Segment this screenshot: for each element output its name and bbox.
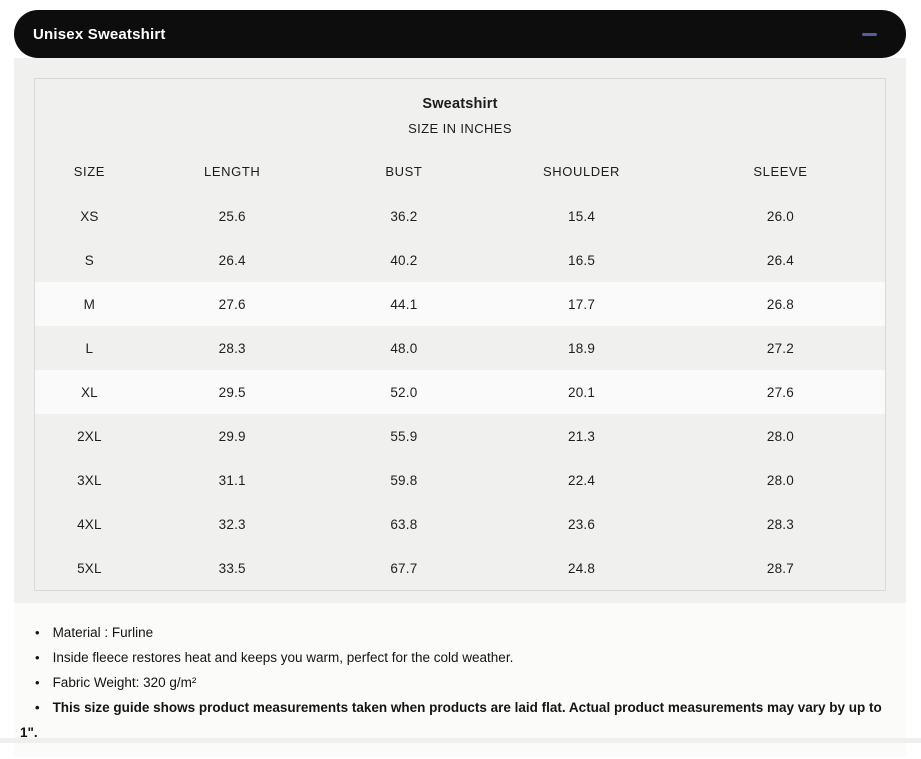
size-chart-header-row: SIZE LENGTH BUST SHOULDER SLEEVE xyxy=(35,149,885,194)
list-item: • This size guide shows product measureme… xyxy=(20,695,886,745)
note-text: This size guide shows product measuremen… xyxy=(20,700,882,740)
measurement-cell: 40.2 xyxy=(390,252,418,268)
panel-bottom-divider xyxy=(0,738,921,743)
measurement-cell: 17.7 xyxy=(567,296,596,312)
measurement-cell: 27.6 xyxy=(766,384,794,400)
table-row: L 28.3 48.0 18.9 27.2 xyxy=(35,326,885,370)
size-chart-section: Sweatshirt SIZE IN INCHES SIZE LENGTH BUST… xyxy=(14,58,906,603)
list-item: • Material : Furline xyxy=(20,620,886,645)
table-row: 5XL 33.5 67.7 24.8 28.7 xyxy=(35,546,885,590)
size-cell: L xyxy=(85,340,94,356)
size-cell: S xyxy=(84,252,94,268)
measurement-cell: 20.1 xyxy=(567,384,596,400)
note-text: Material : Furline xyxy=(52,625,154,640)
measurement-cell: 48.0 xyxy=(390,340,418,356)
column-header-length: LENGTH xyxy=(204,164,261,179)
bullet-icon: • xyxy=(35,625,40,640)
minus-icon xyxy=(861,32,877,36)
table-row: M 27.6 44.1 17.7 26.8 xyxy=(35,282,885,326)
size-cell: 5XL xyxy=(77,560,102,576)
note-text: Inside fleece restores heat and keeps yo… xyxy=(52,650,514,665)
list-item: • Inside fleece restores heat and keeps y… xyxy=(20,645,886,670)
measurement-cell: 55.9 xyxy=(390,428,418,444)
measurement-cell: 63.8 xyxy=(390,516,418,532)
measurement-cell: 18.9 xyxy=(567,340,596,356)
product-notes-list: • Material : Furline • Inside fleece restor… xyxy=(20,620,886,745)
column-header-size: SIZE xyxy=(73,164,106,179)
measurement-cell: 26.0 xyxy=(766,208,794,224)
measurement-cell: 23.6 xyxy=(567,516,596,532)
measurement-cell: 32.3 xyxy=(218,516,246,532)
measurement-cell: 27.6 xyxy=(218,296,246,312)
accordion-title: Unisex Sweatshirt xyxy=(33,25,166,43)
size-cell: XS xyxy=(80,208,99,224)
table-row: S 26.4 40.2 16.5 26.4 xyxy=(35,238,885,282)
note-text: Fabric Weight: 320 g/m² xyxy=(52,675,197,690)
measurement-cell: 28.7 xyxy=(766,560,794,576)
column-header-shoulder: SHOULDER xyxy=(543,164,621,179)
measurement-cell: 29.5 xyxy=(218,384,246,400)
size-chart-table: SIZE LENGTH BUST SHOULDER SLEEVE XS 25.6 36.2 1… xyxy=(35,149,885,590)
table-row: 3XL 31.1 59.8 22.4 28.0 xyxy=(35,458,885,502)
measurement-cell: 21.3 xyxy=(567,428,596,444)
product-notes-section: • Material : Furline • Inside fleece restor… xyxy=(14,603,906,757)
size-chart-caption: Sweatshirt SIZE IN INCHES xyxy=(35,79,885,149)
measurement-cell: 26.4 xyxy=(766,252,794,268)
size-cell: XL xyxy=(80,384,98,400)
measurement-cell: 33.5 xyxy=(218,560,246,576)
measurement-cell: 27.2 xyxy=(766,340,794,356)
collapse-button[interactable] xyxy=(859,24,879,44)
measurement-cell: 26.8 xyxy=(766,296,794,312)
size-cell: M xyxy=(83,296,96,312)
table-row: 4XL 32.3 63.8 23.6 28.3 xyxy=(35,502,885,546)
column-header-sleeve: SLEEVE xyxy=(753,164,808,179)
list-item: • Fabric Weight: 320 g/m² xyxy=(20,670,886,695)
size-guide-accordion: Unisex Sweatshirt Sweatshirt SIZE IN INC… xyxy=(14,10,906,757)
size-chart-subtitle: SIZE IN INCHES xyxy=(408,121,512,136)
measurement-cell: 29.9 xyxy=(218,428,246,444)
measurement-cell: 28.0 xyxy=(766,472,794,488)
bullet-icon: • xyxy=(35,700,40,715)
bullet-icon: • xyxy=(35,675,40,690)
accordion-header-bar[interactable]: Unisex Sweatshirt xyxy=(14,10,906,58)
measurement-cell: 26.4 xyxy=(218,252,246,268)
table-row: 2XL 29.9 55.9 21.3 28.0 xyxy=(35,414,885,458)
bullet-icon: • xyxy=(35,650,40,665)
measurement-cell: 25.6 xyxy=(218,208,246,224)
measurement-cell: 28.3 xyxy=(766,516,794,532)
measurement-cell: 28.0 xyxy=(766,428,794,444)
size-cell: 3XL xyxy=(77,472,102,488)
measurement-cell: 31.1 xyxy=(218,472,246,488)
size-cell: 4XL xyxy=(77,516,102,532)
measurement-cell: 28.3 xyxy=(218,340,246,356)
measurement-cell: 22.4 xyxy=(567,472,596,488)
measurement-cell: 44.1 xyxy=(390,296,418,312)
column-header-bust: BUST xyxy=(385,164,423,179)
size-cell: 2XL xyxy=(77,428,102,444)
table-row: XL 29.5 52.0 20.1 27.6 xyxy=(35,370,885,414)
size-chart-table-wrap: Sweatshirt SIZE IN INCHES SIZE LENGTH BUST… xyxy=(34,78,886,591)
measurement-cell: 59.8 xyxy=(390,472,418,488)
measurement-cell: 15.4 xyxy=(567,208,596,224)
size-chart-title: Sweatshirt xyxy=(422,96,498,112)
measurement-cell: 67.7 xyxy=(390,560,418,576)
measurement-cell: 36.2 xyxy=(390,208,418,224)
table-row: XS 25.6 36.2 15.4 26.0 xyxy=(35,194,885,238)
measurement-cell: 16.5 xyxy=(567,252,596,268)
measurement-cell: 24.8 xyxy=(567,560,596,576)
measurement-cell: 52.0 xyxy=(390,384,418,400)
